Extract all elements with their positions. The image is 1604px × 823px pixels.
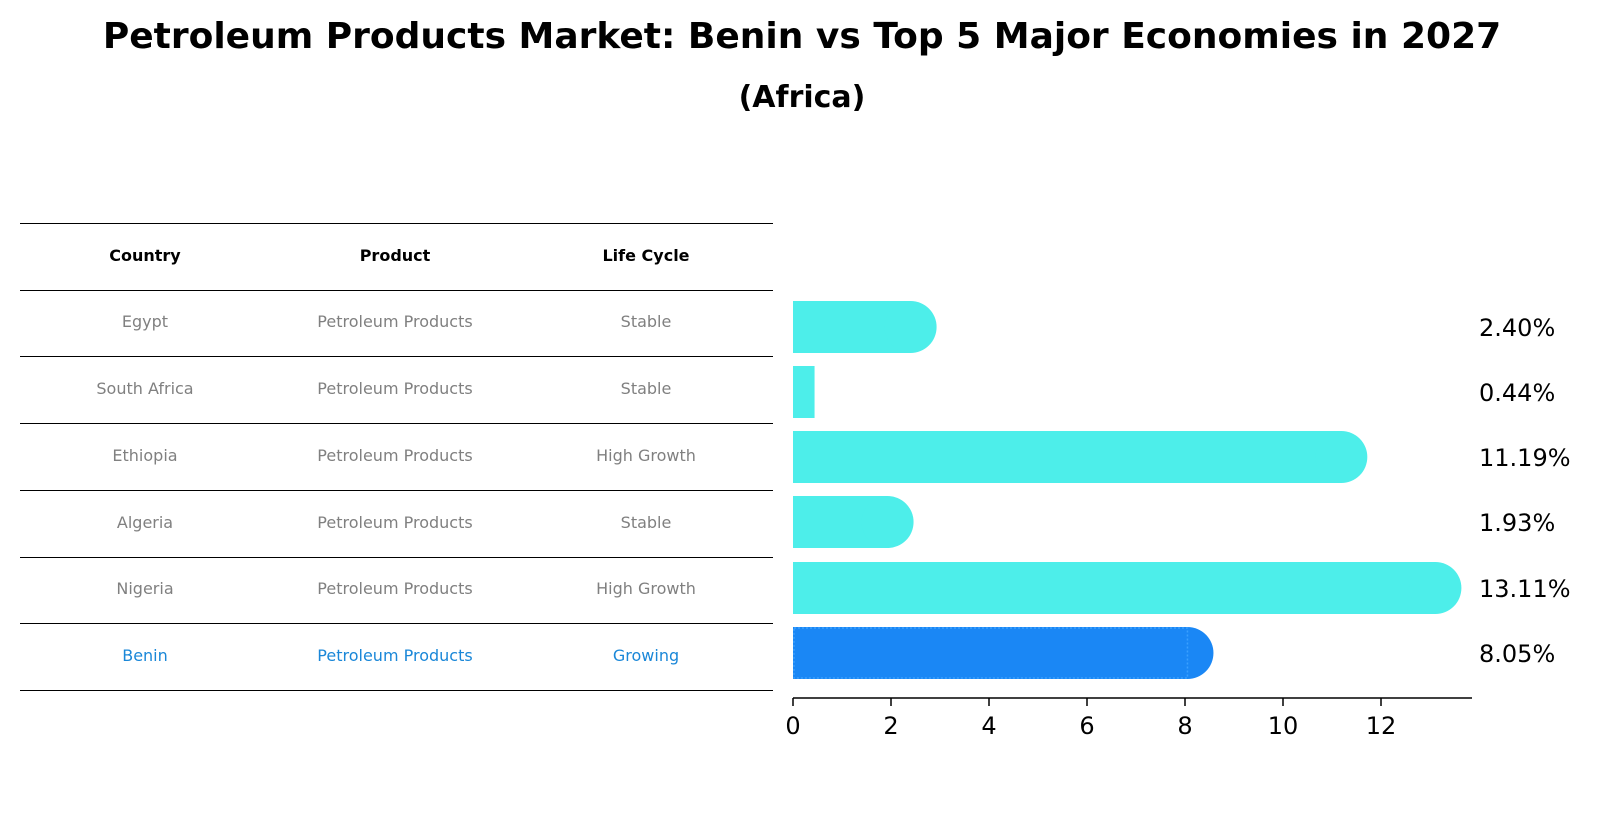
table-divider [20, 356, 773, 357]
x-tick-label: 4 [981, 712, 996, 740]
bar-cap [1315, 431, 1368, 483]
table-divider [20, 623, 773, 624]
table-divider [20, 490, 773, 491]
main-title: Petroleum Products Market: Benin vs Top … [102, 16, 1502, 57]
bar-cap [884, 301, 937, 353]
x-tick-label: 0 [785, 712, 800, 740]
table-cell-country: South Africa [96, 379, 194, 398]
table-cell-country: Egypt [121, 312, 169, 331]
x-tick-label: 12 [1366, 712, 1397, 740]
bar-south-africa [793, 366, 815, 418]
table-header-cell: Life Cycle [602, 246, 690, 265]
bar-ethiopia [793, 431, 1368, 483]
bar-highlight-outline [793, 627, 1189, 679]
value-label: 13.11% [1479, 575, 1571, 603]
value-label: 0.44% [1479, 379, 1555, 407]
table-cell-product: Petroleum Products [317, 579, 473, 598]
table-cell-life-cycle: Stable [620, 513, 672, 532]
table-cell-country: Nigeria [116, 579, 174, 598]
bar-algeria [793, 496, 914, 548]
table-divider [20, 290, 773, 291]
sub-title: (Africa) [738, 80, 866, 115]
value-label: 2.40% [1479, 314, 1555, 342]
table-cell-country: Algeria [116, 513, 174, 532]
table-cell-product: Petroleum Products [317, 312, 473, 331]
bar-cap [1409, 562, 1462, 614]
bar-nigeria [793, 562, 1462, 614]
bar-egypt [793, 301, 937, 353]
table-cell-product: Petroleum Products [317, 446, 473, 465]
bar-body [793, 366, 815, 418]
bar-benin [793, 627, 1214, 679]
table-cell-country: Ethiopia [112, 446, 178, 465]
bar-body [793, 562, 1436, 614]
x-tick-label: 2 [883, 712, 898, 740]
table-cell-product: Petroleum Products [317, 646, 473, 665]
bar-body [793, 627, 1188, 679]
x-tick-label: 10 [1268, 712, 1299, 740]
value-label: 1.93% [1479, 509, 1555, 537]
table-header-cell: Product [359, 246, 431, 265]
table-divider [20, 423, 773, 424]
bar-body [793, 431, 1342, 483]
table-divider [20, 223, 773, 224]
table-cell-life-cycle: Stable [620, 379, 672, 398]
table-divider [20, 557, 773, 558]
table-cell-product: Petroleum Products [317, 379, 473, 398]
table-cell-country: Benin [122, 646, 168, 665]
table-cell-life-cycle: High Growth [596, 579, 696, 598]
bar-cap [1161, 627, 1214, 679]
x-tick-label: 6 [1079, 712, 1094, 740]
bar-cap [861, 496, 914, 548]
x-tick-label: 8 [1177, 712, 1192, 740]
table-cell-life-cycle: Stable [620, 312, 672, 331]
table-cell-life-cycle: High Growth [596, 446, 696, 465]
table-cell-life-cycle: Growing [612, 646, 680, 665]
value-label: 11.19% [1479, 444, 1571, 472]
table-divider [20, 690, 773, 691]
table-header-cell: Country [109, 246, 181, 265]
table-cell-product: Petroleum Products [317, 513, 473, 532]
value-label: 8.05% [1479, 640, 1555, 668]
